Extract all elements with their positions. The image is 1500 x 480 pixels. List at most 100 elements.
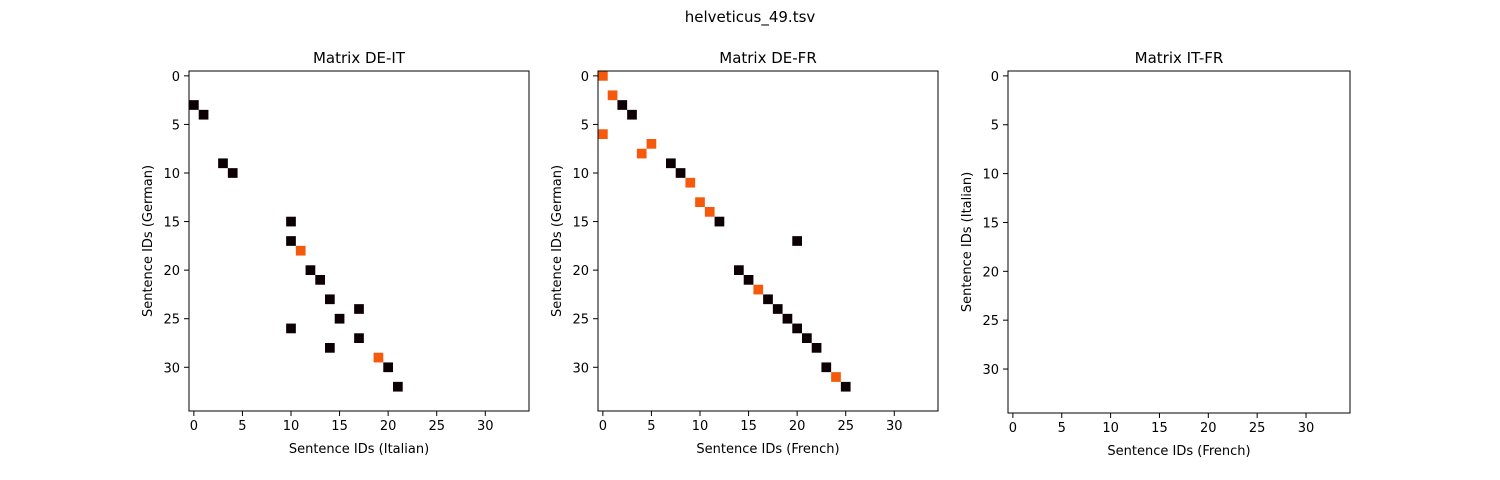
panel-1-cell-19-29 (373, 352, 384, 363)
panel-3-ytick-label-20: 20 (982, 265, 999, 280)
figure-title: helveticus_49.tsv (685, 8, 816, 27)
panel-1-cell-10-17 (286, 236, 296, 246)
panel-2-cell-3-4 (627, 109, 637, 120)
panel-2-cell-10-13 (695, 197, 705, 207)
panel-1-cell-4-10 (227, 168, 238, 178)
panel-2-xlabel: Sentence IDs (French) (696, 442, 839, 457)
panel-2-cell-16-22 (753, 284, 764, 295)
panel-1-xtick-label-15: 15 (331, 419, 348, 434)
panel-2-cell-21-27 (802, 333, 812, 343)
panel-3-ytick-label-30: 30 (982, 363, 999, 378)
panel-1-frame (188, 70, 530, 412)
panel-2-plot-area (598, 71, 938, 411)
panel-1-ytick-label-15: 15 (163, 216, 180, 231)
panel-2-cell-22-28 (811, 343, 822, 353)
panel-1-cell-14-23 (325, 294, 335, 305)
panel-1-cell-1-4 (198, 109, 209, 120)
panel-3-xtick-label-5: 5 (1058, 421, 1066, 436)
panel-1: 0 5 10 15 20 25 30 0 5 10 15 20 25 30 Matrix DE-IT Sent… (141, 49, 530, 457)
panel-1-cell-10-26 (286, 323, 296, 334)
panel-2-cell-20-26 (792, 323, 802, 334)
panel-1-ytick-label-5: 5 (172, 118, 180, 133)
panel-1-cell-17-27 (354, 333, 364, 343)
panel-2-cell-0-0 (598, 71, 608, 81)
panel-3-title: Matrix IT-FR (1135, 49, 1224, 67)
panel-2-cell-15-21 (743, 275, 754, 285)
panel-1-cell-15-25 (334, 313, 345, 324)
panel-3-xlabel: Sentence IDs (French) (1107, 444, 1250, 459)
panel-1-ylabel: Sentence IDs (German) (141, 165, 156, 317)
panel-3-ytick-label-5: 5 (991, 119, 999, 134)
panel-1-cell-3-9 (218, 158, 228, 169)
panel-1-cell-21-32 (393, 381, 403, 392)
panel-2-cell-9-11 (685, 177, 696, 188)
panel-2-xtick-label-5: 5 (647, 419, 655, 434)
panel-2-xtick-label-15: 15 (740, 419, 757, 434)
panel-3-ytick-label-25: 25 (982, 314, 999, 329)
panel-3-xtick-label-15: 15 (1151, 421, 1168, 436)
panel-3-xtick-label-25: 25 (1249, 421, 1266, 436)
panel-2-cell-2-3 (617, 100, 628, 110)
panel-3-ytick-label-10: 10 (982, 168, 999, 183)
panel-1-cell-10-15 (286, 216, 296, 227)
panel-2-ytick-label-10: 10 (572, 167, 589, 182)
panel-3-plot-area (1008, 71, 1350, 413)
panel-3-xtick-label-0: 0 (1009, 421, 1017, 436)
panel-1-title: Matrix DE-IT (313, 49, 406, 67)
panel-2-cell-5-7 (646, 139, 657, 149)
panel-2-cell-8-10 (675, 168, 686, 178)
panel-1-xtick-label-10: 10 (283, 419, 300, 434)
panel-1-cell-11-18 (295, 245, 306, 256)
panel-1-ytick-label-30: 30 (163, 361, 180, 376)
panel-2-cell-11-14 (704, 207, 715, 217)
panel-2-ylabel: Sentence IDs (German) (550, 165, 565, 317)
panel-2-cell-1-2 (607, 90, 618, 101)
panel-1-xtick-label-5: 5 (238, 419, 246, 434)
panel-2-cell-14-20 (734, 265, 744, 275)
panel-1-ytick-label-0: 0 (172, 70, 180, 85)
panels: 0 5 10 15 20 25 30 0 5 10 15 20 25 30 Matrix DE-IT Sent… (141, 49, 1351, 459)
panel-1-xtick-label-25: 25 (428, 419, 445, 434)
panel-2-ytick-label-5: 5 (581, 118, 589, 133)
panel-1-xtick-label-20: 20 (380, 419, 397, 434)
panel-2-cell-0-6 (598, 129, 608, 139)
panel-2-cell-17-23 (763, 294, 773, 305)
panel-3-ylabel: Sentence IDs (Italian) (960, 172, 975, 312)
panel-3-ytick-label-15: 15 (982, 216, 999, 231)
panel-2-xtick-label-0: 0 (599, 419, 607, 434)
panel-1-cell-14-28 (325, 343, 335, 353)
panel-2-xtick-label-25: 25 (837, 419, 854, 434)
panel-1-plot-area (189, 71, 529, 411)
panel-1-cell-13-21 (315, 275, 325, 285)
panel-2-xtick-label-20: 20 (789, 419, 806, 434)
panel-3-ytick-label-0: 0 (991, 70, 999, 85)
panel-2-ytick-label-20: 20 (572, 264, 589, 279)
panel-1-cell-12-20 (305, 265, 316, 275)
panel-3-xtick-label-10: 10 (1102, 421, 1119, 436)
panel-2-ytick-label-30: 30 (572, 361, 589, 376)
panel-2-cell-12-15 (714, 216, 725, 227)
panel-1-cell-0-3 (189, 100, 199, 110)
panel-2-xtick-label-10: 10 (692, 419, 709, 434)
panel-3-xtick-label-20: 20 (1200, 421, 1217, 436)
panel-1-xtick-label-0: 0 (190, 419, 198, 434)
panel-2-cell-25-32 (840, 381, 851, 392)
panel-1-ytick-label-25: 25 (163, 313, 180, 328)
panel-2-ytick-label-15: 15 (572, 216, 589, 231)
panel-2-cell-19-25 (782, 313, 793, 324)
panel-2-cell-20-17 (792, 236, 802, 246)
panel-1-ytick-label-20: 20 (163, 264, 180, 279)
panel-2-cell-23-30 (821, 362, 832, 373)
panel-2-cell-7-9 (666, 158, 676, 169)
panel-3-frame (1007, 70, 1351, 414)
panel-1-cell-20-30 (383, 362, 393, 373)
panel-2-xtick-label-30: 30 (886, 419, 903, 434)
panel-2-title: Matrix DE-FR (719, 49, 817, 67)
panel-2-ytick-label-25: 25 (572, 313, 589, 328)
panel-2-cell-18-24 (772, 304, 783, 314)
panel-2-cell-4-8 (636, 148, 647, 159)
panel-2-ytick-label-0: 0 (581, 70, 589, 85)
panel-1-xtick-label-30: 30 (477, 419, 494, 434)
panel-2-cell-24-31 (831, 372, 841, 382)
